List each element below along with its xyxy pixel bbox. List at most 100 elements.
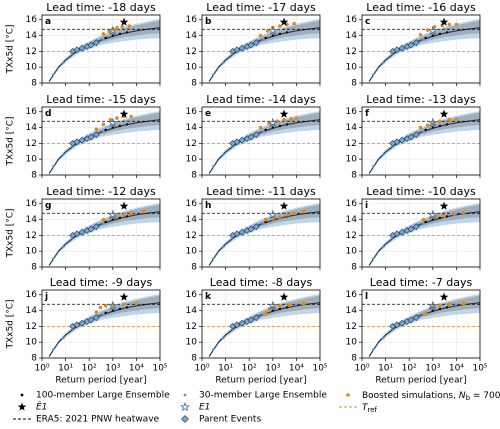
ensemble-100-point bbox=[118, 307, 122, 311]
y-tick-label: 8 bbox=[31, 263, 37, 273]
boosted-point bbox=[452, 212, 456, 216]
parent-event bbox=[412, 223, 420, 231]
panel-letter: l bbox=[365, 292, 368, 302]
parent-event bbox=[247, 133, 255, 141]
x-axis-label: Return period [year] bbox=[215, 376, 306, 386]
parent-event bbox=[73, 321, 81, 329]
y-tick-label: 14 bbox=[346, 123, 358, 133]
panel-title: Lead time: -8 days bbox=[210, 276, 313, 289]
y-tick-label: 12 bbox=[346, 322, 357, 332]
panel: Lead time: -11 days 8 10 12 14 16 h bbox=[186, 185, 321, 273]
boosted-point bbox=[278, 24, 282, 28]
confidence-band bbox=[49, 20, 160, 83]
e1-hat-star bbox=[439, 109, 449, 118]
boosted-point bbox=[115, 214, 119, 219]
plot-area bbox=[362, 19, 480, 83]
legend-marker bbox=[180, 401, 190, 412]
ensemble-100-point bbox=[445, 31, 449, 34]
boosted-point bbox=[108, 117, 113, 122]
boosted-point bbox=[289, 117, 293, 121]
ensemble-100-point bbox=[438, 216, 442, 220]
plot-area bbox=[202, 294, 320, 358]
parent-event bbox=[412, 314, 420, 322]
boosted-point bbox=[294, 116, 299, 120]
parent-event bbox=[252, 314, 260, 322]
panel-title: Lead time: -16 days bbox=[366, 1, 476, 14]
panel: Lead time: -16 days 8 10 12 14 16 c bbox=[346, 1, 481, 89]
panel: Lead time: -14 days 8 10 12 14 16 e bbox=[186, 93, 321, 181]
letter-box bbox=[363, 108, 372, 118]
ensemble-100-point bbox=[278, 124, 282, 128]
y-tick-label: 10 bbox=[186, 63, 198, 73]
letter-box bbox=[203, 108, 212, 118]
boosted-point bbox=[94, 310, 99, 314]
y-tick-label: 8 bbox=[31, 354, 37, 364]
y-tick-label: 8 bbox=[191, 171, 197, 181]
y-tick-label: 14 bbox=[346, 215, 358, 225]
boosted-point bbox=[134, 301, 139, 306]
plot-area bbox=[42, 203, 160, 267]
y-tick-label: 8 bbox=[191, 354, 197, 364]
legend-label: Parent Events bbox=[199, 415, 261, 425]
parent-event bbox=[247, 41, 255, 49]
e1-star bbox=[107, 117, 118, 128]
ensemble-30-point bbox=[372, 73, 375, 76]
y-tick-label: 8 bbox=[351, 263, 357, 273]
confidence-band bbox=[209, 204, 320, 267]
boosted-point bbox=[461, 210, 466, 215]
x-tick-label: 10¹ bbox=[58, 364, 73, 374]
ensemble-30-point bbox=[62, 246, 65, 249]
ensemble-100-point bbox=[111, 126, 115, 129]
panel: Lead time: -13 days 8 10 12 14 16 f bbox=[346, 93, 481, 181]
boosted-point bbox=[454, 22, 459, 27]
boosted-point bbox=[122, 302, 126, 307]
panel: Lead time: -8 days 8 10 12 14 16 10⁰ 10¹ 10² 10³ 1… bbox=[186, 276, 328, 386]
ensemble-30-point bbox=[262, 130, 265, 133]
x-tick-label: 10⁴ bbox=[289, 364, 304, 374]
y-tick-label: 10 bbox=[26, 338, 38, 348]
parent-event bbox=[252, 131, 260, 139]
y-tick-label: 12 bbox=[346, 231, 357, 241]
parent-event bbox=[233, 138, 241, 146]
parent-event bbox=[252, 39, 260, 47]
y-tick-label: 10 bbox=[26, 247, 38, 257]
parent-event bbox=[247, 225, 255, 233]
ensemble-30-point bbox=[52, 348, 55, 351]
plot-area bbox=[42, 111, 160, 175]
panel: Lead time: -7 days 8 10 12 14 16 10⁰ 10¹ 10² 10³ 1… bbox=[346, 276, 488, 386]
panel-letter: d bbox=[45, 109, 51, 119]
y-tick-label: 14 bbox=[186, 306, 198, 316]
boosted-point bbox=[271, 216, 275, 221]
y-tick-label: 8 bbox=[191, 263, 197, 273]
parent-event bbox=[73, 46, 81, 54]
ensemble-30-point bbox=[382, 337, 385, 340]
legend-label: Ê1 bbox=[36, 401, 47, 413]
boosted-point bbox=[115, 116, 119, 120]
ensemble-100-point bbox=[271, 34, 274, 37]
axes-frame bbox=[41, 14, 161, 84]
parent-event bbox=[92, 131, 100, 139]
ensemble-100-point bbox=[431, 218, 434, 221]
boosted-point bbox=[425, 28, 430, 32]
ensemble-100-point bbox=[424, 220, 427, 224]
panel-title: Lead time: -12 days bbox=[46, 185, 156, 198]
panel-letter: a bbox=[45, 17, 51, 27]
ensemble-30-point bbox=[382, 62, 385, 65]
boosted-point bbox=[258, 125, 263, 130]
y-tick-label: 14 bbox=[186, 31, 198, 41]
ensemble-100-point bbox=[278, 32, 282, 36]
plot-area bbox=[362, 203, 480, 267]
confidence-band bbox=[49, 204, 160, 267]
parent-event bbox=[92, 223, 100, 231]
parent-event bbox=[87, 225, 95, 233]
boosted-point bbox=[423, 311, 428, 316]
legend-marker bbox=[181, 415, 189, 423]
parent-event bbox=[233, 230, 241, 238]
x-tick-label: 10⁵ bbox=[472, 364, 487, 374]
axes-frame bbox=[361, 289, 481, 359]
y-tick-label: 8 bbox=[351, 171, 357, 181]
boosted-point bbox=[94, 127, 99, 131]
axes-frame bbox=[41, 106, 161, 176]
ensemble-100-point bbox=[118, 32, 122, 36]
letter-box bbox=[43, 108, 52, 118]
